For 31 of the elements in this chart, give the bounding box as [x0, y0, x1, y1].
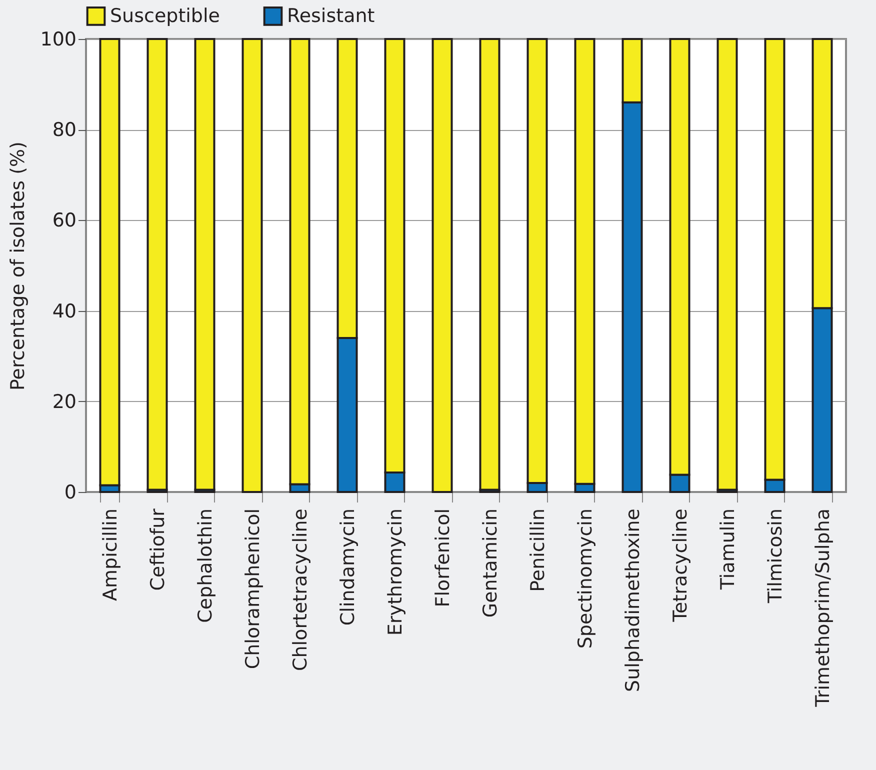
y-tick-label: 60 [52, 210, 76, 232]
x-tick-label: Clindamycin [336, 508, 359, 626]
y-tick-label: 100 [40, 28, 76, 50]
x-tick-label: Florfenicol [432, 508, 454, 608]
legend-label: Susceptible [110, 5, 220, 28]
y-axis-title: Percentage of isolates (%) [7, 142, 30, 390]
x-tick-label: Trimethoprim/Sulpha [812, 508, 834, 708]
bar [432, 38, 453, 493]
x-tick-label: Ampicillin [99, 508, 122, 601]
bar [242, 38, 263, 493]
x-tick-label: Tilmicosin [764, 508, 786, 604]
y-tick-label: 0 [64, 482, 76, 504]
y-tick-label: 20 [52, 390, 76, 413]
x-tick-label: Gentamicin [479, 508, 502, 618]
x-tick-label: Cephalothin [194, 508, 216, 623]
bar [479, 38, 500, 491]
bar [194, 38, 216, 491]
x-tick-label: Sulphadimethoxine [622, 508, 644, 692]
y-tick-label: 40 [52, 300, 76, 322]
x-tick-label: Penicillin [526, 508, 549, 592]
x-tick-label: Erythromycin [384, 508, 406, 636]
x-tick-label: Chlortetracycline [289, 508, 312, 671]
x-tick-label: Spectinomycin [574, 508, 596, 649]
x-tick-label: Tiamulin [716, 508, 739, 591]
x-tick-label: Ceftiofur [146, 508, 169, 591]
bar [146, 38, 168, 491]
y-tick-label: 80 [52, 119, 76, 142]
legend-label: Resistant [287, 5, 375, 28]
bar [716, 38, 738, 491]
x-tick-label: Tetracycline [669, 508, 692, 623]
x-tick-label: Chloramphenicol [242, 508, 264, 670]
